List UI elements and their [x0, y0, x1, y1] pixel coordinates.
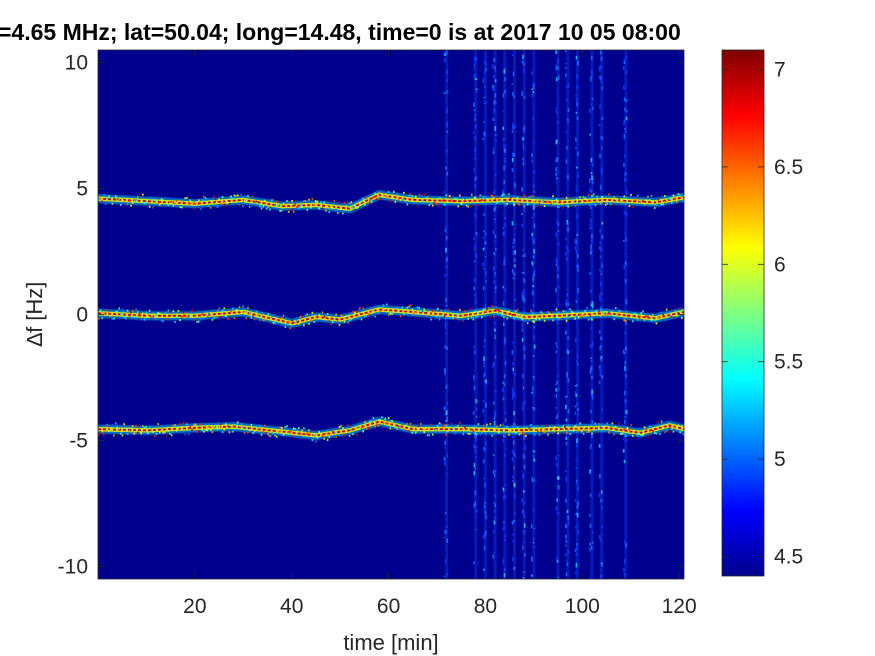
x-tick-label: 80: [474, 595, 497, 618]
x-axis-ticks: 20 40 60 80 100 120: [183, 50, 697, 618]
signal-trace: [98, 190, 684, 215]
plot-area: [98, 50, 684, 579]
colorbar-tick-label: 5.5: [774, 351, 803, 374]
colorbar: [721, 49, 765, 577]
y-tick-label: 10: [65, 52, 88, 75]
y-tick-label: 5: [76, 178, 88, 201]
signal-trace: [98, 416, 684, 443]
x-tick-label: 20: [183, 595, 206, 618]
x-tick-label: 40: [280, 595, 303, 618]
colorbar-tick-label: 5: [774, 448, 786, 471]
signal-traces: [98, 190, 684, 443]
y-tick-label: -10: [58, 555, 88, 578]
x-tick-label: 120: [662, 595, 697, 618]
x-tick-label: 60: [377, 595, 400, 618]
signal-trace: [98, 303, 684, 330]
x-axis-label: time [min]: [343, 630, 438, 655]
y-tick-label: 0: [76, 304, 88, 327]
colorbar-tick-label: 7: [774, 58, 786, 81]
colorbar-tick-label: 4.5: [774, 546, 803, 569]
chart-title: =4.65 MHz; lat=50.04; long=14.48, time=0…: [0, 19, 681, 45]
y-axis-label: ∆f [Hz]: [22, 282, 47, 347]
colorbar-tick-label: 6.5: [774, 156, 803, 179]
x-tick-label: 100: [565, 595, 600, 618]
colorbar-ticks: 7 6.5 6 5.5 5 4.5: [722, 58, 803, 569]
y-axis-ticks: 10 5 0 -5 -10: [58, 52, 684, 578]
y-tick-label: -5: [69, 429, 88, 452]
colorbar-tick-label: 6: [774, 253, 786, 276]
